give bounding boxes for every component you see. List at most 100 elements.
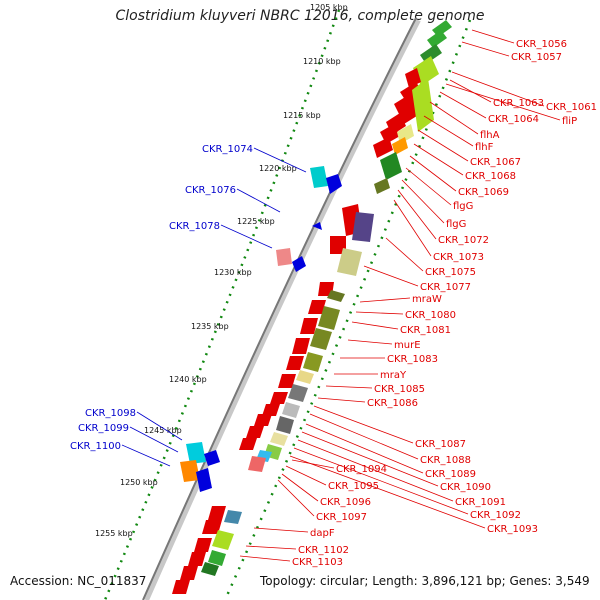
gene-label-reverse[interactable]: CKR_1078: [169, 221, 220, 232]
forward-genes: [172, 20, 452, 594]
label-connector: [429, 101, 479, 135]
gene-label-forward[interactable]: CKR_1072: [438, 235, 489, 246]
gene-label-forward[interactable]: CKR_1091: [455, 497, 506, 508]
gene-block: [352, 212, 374, 242]
gene-arrow: [208, 506, 226, 520]
gene-label-forward[interactable]: CKR_1075: [425, 267, 476, 278]
gene-label-forward[interactable]: CKR_1095: [328, 481, 379, 492]
gene-block: [248, 456, 266, 472]
gene-label-forward[interactable]: CKR_1064: [488, 114, 539, 125]
gene-label-forward[interactable]: CKR_1088: [420, 455, 471, 466]
label-connectors: [121, 29, 561, 562]
gene-label-forward[interactable]: CKR_1103: [292, 557, 343, 568]
gene-arrow: [292, 256, 306, 272]
gene-label-forward[interactable]: CKR_1056: [516, 39, 567, 50]
gene-label-forward[interactable]: dapF: [310, 528, 335, 539]
gene-label-forward[interactable]: CKR_1093: [487, 524, 538, 535]
gene-label-reverse[interactable]: CKR_1076: [185, 185, 236, 196]
label-connector: [413, 143, 464, 176]
gene-label-reverse[interactable]: CKR_1074: [202, 144, 253, 155]
label-connector: [277, 479, 315, 517]
gene-label-forward[interactable]: CKR_1067: [470, 157, 521, 168]
genome-backbone-shadow: [143, 18, 421, 600]
gene-label-forward[interactable]: murE: [394, 340, 421, 351]
kbp-tick-label: 1250 kbp: [120, 478, 158, 487]
gene-block: [296, 370, 314, 384]
gene-label-forward[interactable]: CKR_1085: [374, 384, 425, 395]
gene-label-forward[interactable]: flhA: [480, 130, 500, 141]
gene-label-forward[interactable]: CKR_1068: [465, 171, 516, 182]
gene-block: [337, 248, 362, 276]
gene-label-forward[interactable]: CKR_1096: [320, 497, 371, 508]
gene-label-forward[interactable]: CKR_1086: [367, 398, 418, 409]
gene-label-forward[interactable]: CKR_1080: [405, 310, 456, 321]
gene-label-forward[interactable]: CKR_1087: [415, 439, 466, 450]
gene-label-forward[interactable]: CKR_1102: [298, 545, 349, 556]
label-connector: [301, 431, 439, 487]
gene-label-forward[interactable]: CKR_1089: [425, 469, 476, 480]
gene-label-forward[interactable]: CKR_1069: [458, 187, 509, 198]
gene-block: [318, 306, 340, 330]
gene-block: [276, 416, 294, 434]
gene-label-reverse[interactable]: CKR_1099: [78, 423, 129, 434]
gene-label-forward[interactable]: CKR_1063: [493, 98, 544, 109]
inner-tick-track: [223, 19, 472, 600]
gene-arrow: [286, 356, 304, 370]
gene-arrow: [204, 450, 220, 466]
gene-arrow: [180, 566, 198, 580]
accession-text: Accession: NC_011837: [10, 574, 147, 588]
label-connector: [253, 147, 307, 173]
gene-label-forward[interactable]: flhF: [475, 142, 494, 153]
gene-block: [208, 550, 226, 566]
gene-arrow: [188, 552, 206, 566]
label-connector: [405, 167, 452, 206]
gene-label-forward[interactable]: CKR_1090: [440, 482, 491, 493]
gene-arrow: [270, 392, 288, 404]
label-connector: [347, 339, 393, 345]
gene-label-forward[interactable]: flgG: [453, 201, 473, 212]
label-connector: [439, 91, 487, 119]
gene-label-forward[interactable]: CKR_1097: [316, 512, 367, 523]
gene-block: [420, 44, 442, 64]
label-connector: [239, 555, 291, 562]
label-connector: [253, 527, 309, 533]
label-connector: [461, 41, 510, 57]
gene-arrow: [172, 580, 190, 594]
gene-label-reverse[interactable]: CKR_1100: [70, 441, 121, 452]
label-connector: [423, 115, 474, 147]
gene-arrow: [196, 468, 212, 492]
gene-label-reverse[interactable]: CKR_1098: [85, 408, 136, 419]
gene-label-forward[interactable]: fliP: [562, 116, 577, 127]
label-connector: [245, 545, 297, 550]
label-connector: [309, 413, 419, 460]
gene-label-forward[interactable]: CKR_1061: [546, 102, 597, 113]
label-connector: [129, 426, 179, 453]
label-connector: [136, 411, 183, 441]
gene-label-forward[interactable]: CKR_1077: [420, 282, 471, 293]
gene-label-forward[interactable]: CKR_1094: [336, 464, 387, 475]
label-connector: [363, 265, 419, 287]
map-title: Clostridium kluyveri NBRC 12016, complet…: [115, 8, 485, 24]
gene-label-forward[interactable]: mraY: [380, 370, 407, 381]
label-connector: [317, 397, 366, 403]
gene-label-forward[interactable]: mraW: [412, 294, 442, 305]
gene-label-forward[interactable]: flgG: [446, 219, 466, 230]
label-connector: [291, 459, 335, 469]
gene-label-forward[interactable]: CKR_1057: [511, 52, 562, 63]
label-connector: [397, 189, 437, 240]
kbp-tick-label: 1240 kbp: [169, 375, 207, 384]
gene-label-forward[interactable]: CKR_1083: [387, 354, 438, 365]
kbp-tick-label: 1255 kbp: [95, 529, 133, 538]
gene-label-forward[interactable]: CKR_1092: [470, 510, 521, 521]
gene-arrow: [300, 318, 318, 334]
label-connector: [351, 321, 399, 330]
label-connector: [393, 199, 432, 257]
gene-label-forward[interactable]: CKR_1081: [400, 325, 451, 336]
kbp-tick-label: 1235 kbp: [191, 322, 229, 331]
label-connector: [359, 297, 411, 303]
label-connector: [471, 29, 515, 44]
gene-block: [397, 124, 414, 144]
gene-arrow: [202, 520, 222, 534]
gene-label-forward[interactable]: CKR_1073: [433, 252, 484, 263]
